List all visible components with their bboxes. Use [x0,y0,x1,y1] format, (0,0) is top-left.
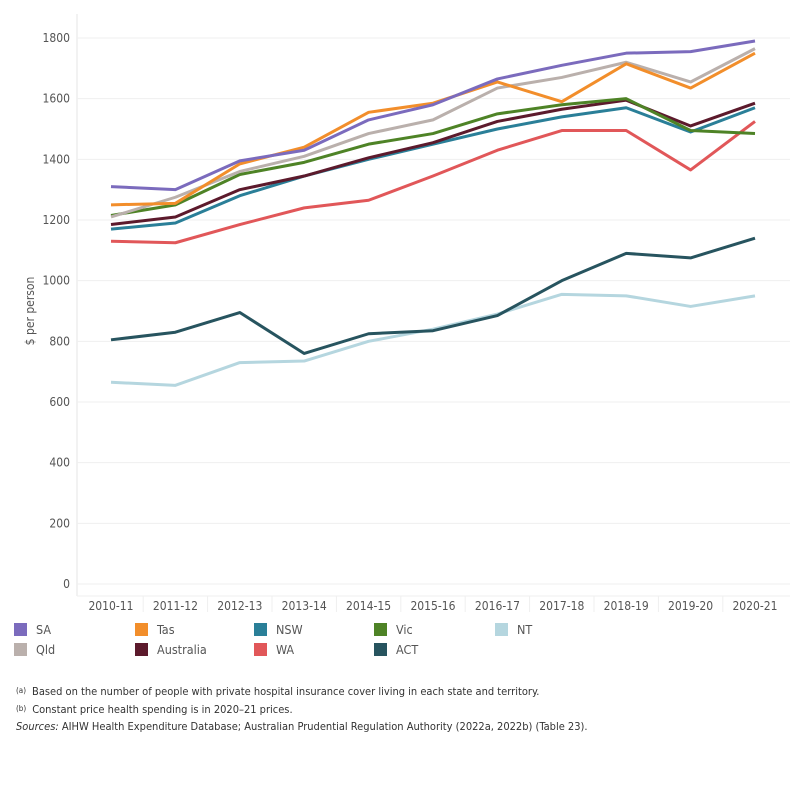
legend-item-wa[interactable]: WA [254,642,294,657]
legend-label: ACT [396,642,419,657]
line-chart: 0 200 400 600 800 1000 1200 1400 1600 1800 2010-1… [23,14,790,613]
y-tick-label: 600 [49,395,70,409]
x-tick-label: 2016-17 [475,599,520,613]
x-tick-label: 2012-13 [217,599,262,613]
x-tick-label: 2019-20 [668,599,713,613]
sources-text: AIHW Health Expenditure Database; Austra… [61,720,588,733]
series-line-act [110,236,756,355]
series-line-vic [110,97,756,217]
legend-swatch [135,623,148,636]
y-tick-label: 0 [63,577,70,591]
y-tick-label: 400 [49,456,70,470]
legend-item-tas[interactable]: Tas [135,622,175,637]
footnote-a: (a) Based on the number of people with pr… [16,682,588,700]
y-axis-label: $ per person [23,277,37,346]
footnote-b: (b) Constant price health spending is in … [16,700,588,718]
legend-label: Vic [396,622,413,637]
legend-label: Tas [157,622,175,637]
footnote-marker: (a) [16,686,27,695]
legend-item-qld[interactable]: Qld [14,642,55,657]
x-tick-label: 2014-15 [346,599,391,613]
x-tick-label: 2018-19 [604,599,649,613]
series-line-nsw [110,106,756,231]
legend-item-act[interactable]: ACT [374,642,418,657]
y-tick-label: 1400 [43,152,71,166]
x-tick-label: 2010-11 [88,599,133,613]
legend-label: Qld [36,642,56,657]
legend-swatch [14,643,27,656]
footnote-marker: (b) [16,704,27,713]
series-line-sa [110,39,756,192]
footnote-text: Based on the number of people with priva… [32,685,540,698]
series-line-nt [110,292,756,387]
y-tick-label: 1200 [43,213,71,227]
y-tick-label: 200 [49,516,70,530]
legend-item-vic[interactable]: Vic [374,622,413,637]
series-line-qld [110,47,756,219]
legend-item-australia[interactable]: Australia [135,642,207,657]
sources: Sources: AIHW Health Expenditure Databas… [16,718,588,735]
legend-swatch [254,643,267,656]
legend-swatch [254,623,267,636]
series-line-tas [110,51,756,207]
footnote-text: Constant price health spending is in 202… [32,703,293,716]
legend-item-nsw[interactable]: NSW [254,622,303,637]
legend-item-sa[interactable]: SA [14,622,51,637]
legend-label: Australia [157,642,207,657]
legend-item-nt[interactable]: NT [495,622,532,637]
y-tick-label: 1600 [43,92,71,106]
y-tick-label: 800 [49,334,70,348]
sources-label: Sources: [16,720,59,733]
legend-swatch [374,643,387,656]
legend-swatch [374,623,387,636]
footnotes: (a) Based on the number of people with pr… [16,682,588,735]
series-line-wa [110,120,756,245]
legend-label: NT [517,622,533,637]
legend-swatch [495,623,508,636]
x-tick-label: 2020-21 [732,599,777,613]
legend-swatch [14,623,27,636]
y-tick-label: 1800 [43,31,71,45]
x-tick-label: 2013-14 [282,599,327,613]
legend-label: WA [276,642,295,657]
x-tick-label: 2017-18 [539,599,584,613]
legend-label: NSW [276,622,303,637]
y-tick-label: 1000 [43,274,71,288]
legend-label: SA [36,622,52,637]
x-tick-label: 2015-16 [410,599,455,613]
x-tick-label: 2011-12 [153,599,198,613]
legend-swatch [135,643,148,656]
